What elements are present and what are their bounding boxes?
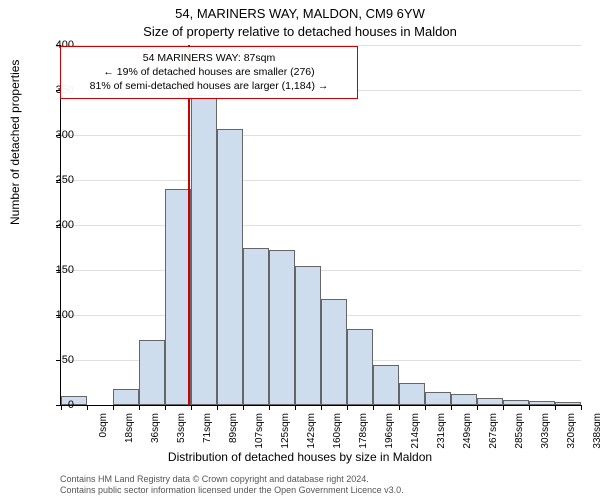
x-tick-mark xyxy=(347,405,348,410)
x-tick-mark xyxy=(451,405,452,410)
histogram-bar xyxy=(529,401,555,406)
x-tick-label: 36sqm xyxy=(150,413,161,453)
y-tick-label: 300 xyxy=(34,129,74,141)
x-tick-label: 196sqm xyxy=(384,413,395,453)
histogram-bar xyxy=(477,398,503,405)
histogram-bar xyxy=(503,400,529,405)
info-box: 54 MARINERS WAY: 87sqm ← 19% of detached… xyxy=(60,46,358,99)
histogram-bar xyxy=(373,365,399,406)
x-tick-mark xyxy=(373,405,374,410)
x-tick-label: 249sqm xyxy=(462,413,473,453)
grid-line xyxy=(61,270,581,271)
x-tick-label: 160sqm xyxy=(332,413,343,453)
x-tick-mark xyxy=(165,405,166,410)
x-tick-label: 231sqm xyxy=(436,413,447,453)
histogram-bar xyxy=(399,383,425,406)
x-tick-mark xyxy=(269,405,270,410)
info-line-2: ← 19% of detached houses are smaller (27… xyxy=(69,65,349,79)
x-tick-label: 0sqm xyxy=(98,413,109,453)
x-tick-label: 18sqm xyxy=(124,413,135,453)
histogram-bar xyxy=(321,299,347,405)
x-tick-label: 267sqm xyxy=(488,413,499,453)
y-axis-label: Number of detached properties xyxy=(8,60,22,225)
x-tick-mark xyxy=(139,405,140,410)
histogram-bar xyxy=(269,250,295,405)
histogram-bar xyxy=(165,189,191,405)
grid-line xyxy=(61,135,581,136)
x-tick-mark xyxy=(529,405,530,410)
x-tick-label: 214sqm xyxy=(410,413,421,453)
x-tick-mark xyxy=(113,405,114,410)
x-tick-mark xyxy=(217,405,218,410)
histogram-bar xyxy=(295,266,321,405)
x-tick-mark xyxy=(477,405,478,410)
x-tick-label: 338sqm xyxy=(592,413,600,453)
chart-container: 54, MARINERS WAY, MALDON, CM9 6YW Size o… xyxy=(0,0,600,500)
x-tick-mark xyxy=(87,405,88,410)
x-tick-label: 71sqm xyxy=(202,413,213,453)
y-tick-label: 150 xyxy=(34,264,74,276)
histogram-bar xyxy=(217,129,243,405)
x-tick-mark xyxy=(321,405,322,410)
reference-line xyxy=(188,45,190,405)
histogram-bar xyxy=(243,248,269,406)
x-tick-label: 320sqm xyxy=(566,413,577,453)
x-tick-mark xyxy=(191,405,192,410)
info-line-3: 81% of semi-detached houses are larger (… xyxy=(69,79,349,93)
x-tick-label: 178sqm xyxy=(358,413,369,453)
chart-title-address: 54, MARINERS WAY, MALDON, CM9 6YW xyxy=(0,6,600,21)
x-tick-label: 285sqm xyxy=(514,413,525,453)
x-tick-label: 303sqm xyxy=(540,413,551,453)
info-line-1: 54 MARINERS WAY: 87sqm xyxy=(69,51,349,65)
x-tick-label: 89sqm xyxy=(228,413,239,453)
attribution-line-2: Contains public sector information licen… xyxy=(60,485,404,496)
x-tick-mark xyxy=(295,405,296,410)
attribution-text: Contains HM Land Registry data © Crown c… xyxy=(60,474,404,497)
x-tick-mark xyxy=(555,405,556,410)
x-axis-label: Distribution of detached houses by size … xyxy=(0,450,600,464)
x-tick-mark xyxy=(399,405,400,410)
y-tick-label: 50 xyxy=(34,354,74,366)
x-tick-mark xyxy=(425,405,426,410)
y-tick-label: 250 xyxy=(34,174,74,186)
plot-area xyxy=(60,45,581,406)
histogram-bar xyxy=(139,340,165,405)
grid-line xyxy=(61,180,581,181)
y-tick-label: 200 xyxy=(34,219,74,231)
x-tick-label: 125sqm xyxy=(280,413,291,453)
y-tick-label: 0 xyxy=(34,399,74,411)
attribution-line-1: Contains HM Land Registry data © Crown c… xyxy=(60,474,404,485)
histogram-bar xyxy=(425,392,451,406)
histogram-bar xyxy=(191,95,217,406)
histogram-bar xyxy=(451,394,477,405)
x-tick-label: 107sqm xyxy=(254,413,265,453)
grid-line xyxy=(61,225,581,226)
x-tick-label: 142sqm xyxy=(306,413,317,453)
x-tick-label: 53sqm xyxy=(176,413,187,453)
histogram-bar xyxy=(113,389,139,405)
y-tick-label: 100 xyxy=(34,309,74,321)
histogram-bar xyxy=(555,402,581,405)
histogram-bar xyxy=(347,329,373,406)
x-tick-mark xyxy=(581,405,582,410)
x-tick-mark xyxy=(243,405,244,410)
x-tick-mark xyxy=(503,405,504,410)
chart-title-subtitle: Size of property relative to detached ho… xyxy=(0,24,600,39)
